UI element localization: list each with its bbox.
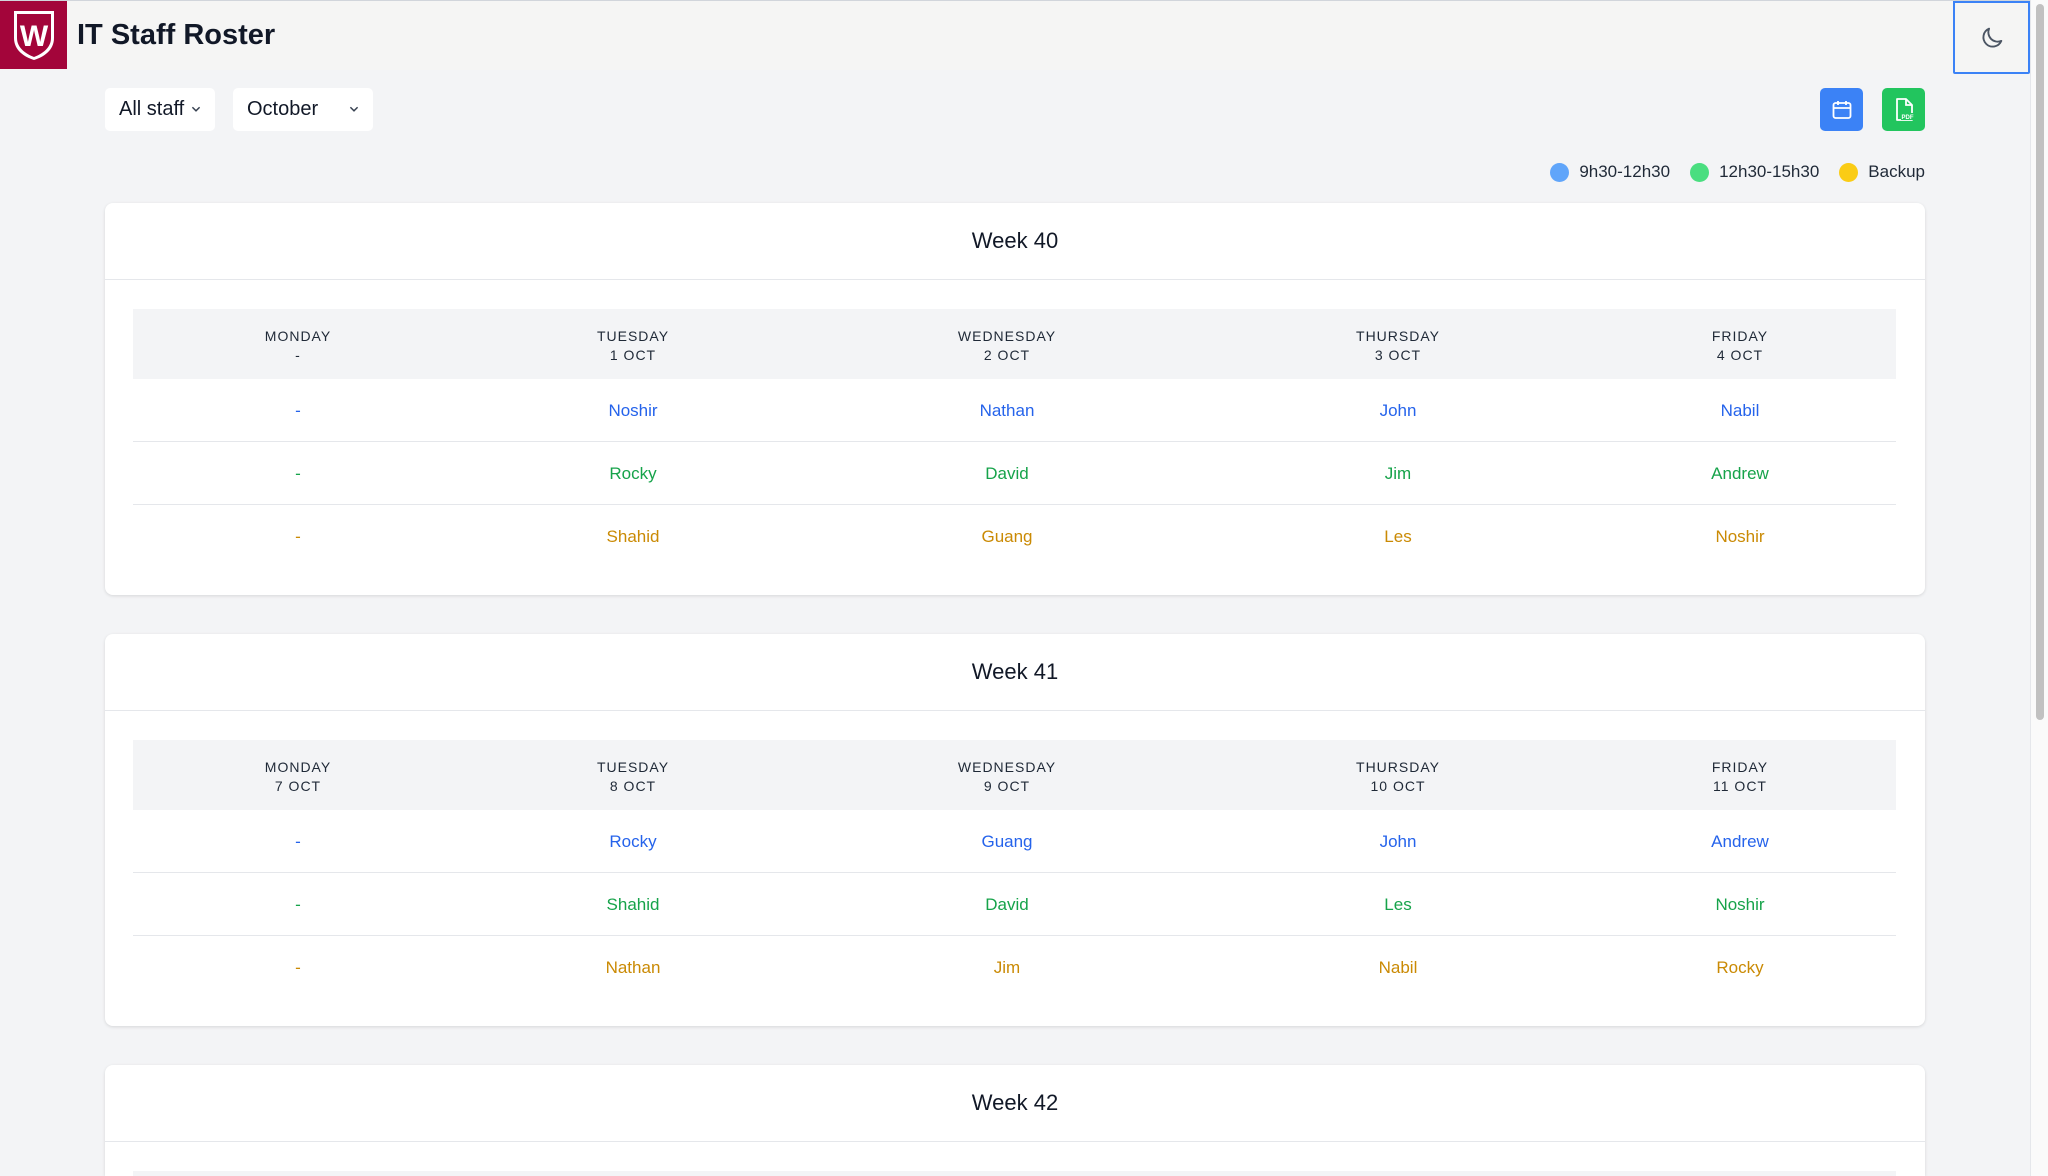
staff-cell[interactable]: Les (1384, 895, 1412, 914)
staff-cell[interactable]: John (1379, 401, 1417, 420)
svg-text:PDF: PDF (1901, 115, 1913, 121)
staff-cell[interactable]: Noshir (1715, 527, 1765, 546)
legend-label: 12h30-15h30 (1719, 162, 1820, 181)
svg-text:W: W (19, 20, 48, 53)
staff-cell[interactable]: Guang (981, 527, 1033, 546)
staff-select-value: All staff (119, 98, 185, 120)
shift-legend: 9h30-12h30 12h30-15h30 Backup (1550, 160, 1925, 184)
staff-cell[interactable]: - (295, 527, 301, 546)
top-bar: W IT Staff Roster (0, 0, 2030, 74)
week-card: Week 42 (105, 1065, 1925, 1176)
pdf-export-button[interactable]: PDF (1882, 88, 1925, 131)
day-header: THURSDAY 10 OCT (1356, 759, 1440, 794)
staff-cell[interactable]: David (985, 895, 1029, 914)
legend-label: Backup (1868, 162, 1925, 181)
staff-cell[interactable]: Nabil (1378, 958, 1418, 977)
staff-cell[interactable]: Rocky (1716, 958, 1764, 977)
chevron-down-icon (191, 106, 201, 112)
staff-select[interactable]: All staff (105, 88, 215, 131)
month-select[interactable]: October (233, 88, 373, 131)
moon-icon (1982, 27, 2002, 47)
table-row: - Rocky David Jim Andrew (133, 442, 1896, 505)
staff-cell[interactable]: Nabil (1720, 401, 1760, 420)
table-row: - Shahid Guang Les Noshir (133, 505, 1896, 568)
day-header: MONDAY 7 OCT (264, 759, 332, 794)
day-header: TUESDAY 8 OCT (596, 759, 670, 794)
calendar-icon (1832, 100, 1851, 119)
calendar-export-button[interactable] (1820, 88, 1863, 131)
staff-cell[interactable]: Jim (1384, 464, 1412, 483)
staff-cell[interactable]: Andrew (1711, 464, 1769, 483)
day-header: THURSDAY 3 OCT (1356, 328, 1440, 363)
staff-cell[interactable]: - (295, 401, 301, 420)
day-header-row: MONDAY - TUESDAY 1 OCT WEDNESDAY 2 OCT THUR… (133, 309, 1896, 379)
legend-item-morning: 9h30-12h30 (1550, 162, 1670, 182)
legend-item-afternoon: 12h30-15h30 (1690, 162, 1819, 182)
table-row: - Noshir Nathan John Nabil (133, 379, 1896, 442)
table-row: - Rocky Guang John Andrew (133, 810, 1896, 873)
logo: W (0, 1, 67, 69)
day-header: MONDAY - (264, 328, 332, 363)
scrollbar[interactable] (2030, 0, 2048, 1176)
legend-dot (1550, 162, 1570, 182)
scrollbar-thumb[interactable] (2036, 4, 2044, 720)
staff-cell[interactable]: Jim (993, 958, 1021, 977)
roster-table: MONDAY 7 OCT TUESDAY 8 OCT WEDNESDAY 9 OCT … (133, 740, 1896, 999)
staff-cell[interactable]: - (295, 464, 301, 483)
staff-cell[interactable]: David (985, 464, 1029, 483)
legend-dot (1839, 162, 1859, 182)
week-card: Week 40 MONDAY - TUESDAY 1 OCT WEDNESDAY 2 … (105, 203, 1925, 595)
chevron-down-icon (349, 106, 359, 112)
staff-cell[interactable]: Shahid (606, 527, 660, 546)
legend-label: 9h30-12h30 (1579, 162, 1671, 181)
day-header: WEDNESDAY 9 OCT (957, 759, 1057, 794)
week-card: Week 41 MONDAY 7 OCT TUESDAY 8 OCT WEDNESD… (105, 634, 1925, 1026)
table-row: - Nathan Jim Nabil Rocky (133, 936, 1896, 999)
app-title: IT Staff Roster (77, 19, 276, 51)
day-header: WEDNESDAY 2 OCT (957, 328, 1057, 363)
staff-cell[interactable]: Andrew (1711, 832, 1769, 851)
staff-cell[interactable]: Nathan (605, 958, 661, 977)
shield-logo-icon: W (13, 11, 54, 60)
week-title: Week 41 (105, 634, 1925, 711)
staff-cell[interactable]: - (295, 958, 301, 977)
week-title: Week 42 (105, 1065, 1925, 1142)
staff-cell[interactable]: Rocky (609, 832, 657, 851)
day-header: FRIDAY 4 OCT (1711, 328, 1769, 363)
staff-cell[interactable]: Rocky (609, 464, 657, 483)
staff-cell[interactable]: Guang (981, 832, 1033, 851)
staff-cell[interactable]: - (295, 832, 301, 851)
legend-item-backup: Backup (1839, 162, 1925, 182)
staff-cell[interactable]: Shahid (606, 895, 660, 914)
staff-cell[interactable]: John (1379, 832, 1417, 851)
week-title: Week 40 (105, 203, 1925, 280)
table-row: - Shahid David Les Noshir (133, 873, 1896, 936)
pdf-file-icon: PDF (1895, 97, 1914, 121)
day-header-row: MONDAY 7 OCT TUESDAY 8 OCT WEDNESDAY 9 OCT … (133, 740, 1896, 810)
day-header: FRIDAY 11 OCT (1711, 759, 1769, 794)
staff-cell[interactable]: Nathan (979, 401, 1035, 420)
day-header: TUESDAY 1 OCT (596, 328, 670, 363)
staff-cell[interactable]: Noshir (1715, 895, 1765, 914)
dark-mode-toggle[interactable] (1953, 1, 2030, 74)
staff-cell[interactable]: - (295, 895, 301, 914)
legend-dot (1690, 162, 1710, 182)
day-header-row (133, 1171, 1896, 1176)
roster-table: MONDAY - TUESDAY 1 OCT WEDNESDAY 2 OCT THUR… (133, 309, 1896, 568)
staff-cell[interactable]: Les (1384, 527, 1412, 546)
month-select-value: October (247, 98, 319, 120)
staff-cell[interactable]: Noshir (608, 401, 658, 420)
